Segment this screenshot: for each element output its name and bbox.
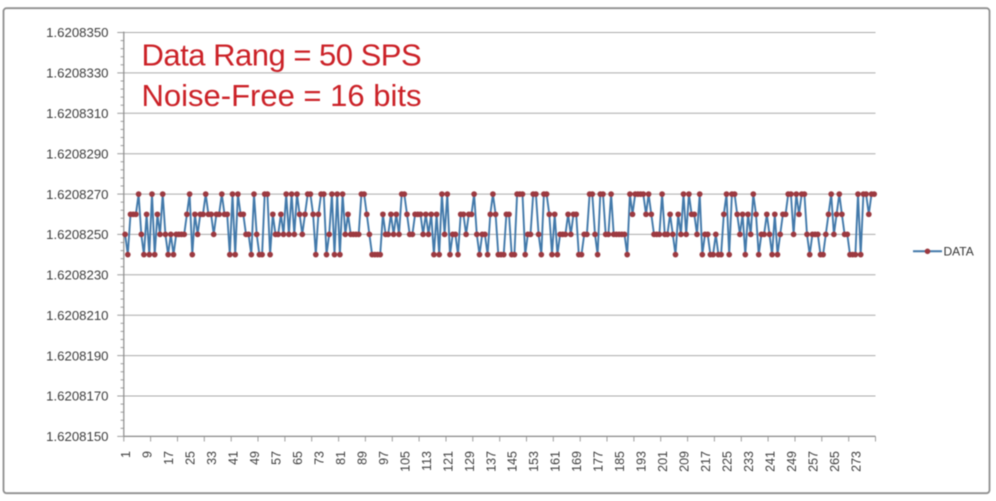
- svg-text:17: 17: [162, 451, 176, 465]
- svg-text:DATA: DATA: [944, 245, 974, 259]
- svg-text:1: 1: [119, 451, 133, 458]
- svg-text:1.6208230: 1.6208230: [46, 268, 108, 283]
- svg-text:265: 265: [828, 451, 842, 472]
- svg-text:1.6208290: 1.6208290: [46, 146, 108, 161]
- svg-text:89: 89: [355, 451, 369, 465]
- svg-text:41: 41: [227, 451, 241, 465]
- svg-text:233: 233: [742, 451, 756, 472]
- svg-text:97: 97: [377, 451, 391, 465]
- svg-text:185: 185: [613, 451, 627, 472]
- svg-text:1.6208170: 1.6208170: [46, 389, 108, 404]
- svg-text:129: 129: [463, 451, 477, 472]
- svg-text:1.6208150: 1.6208150: [46, 429, 108, 444]
- svg-text:193: 193: [635, 451, 649, 472]
- svg-text:1.6208250: 1.6208250: [46, 227, 108, 242]
- svg-text:217: 217: [699, 451, 713, 472]
- svg-text:1.6208350: 1.6208350: [46, 25, 108, 40]
- svg-text:49: 49: [248, 451, 262, 465]
- svg-text:33: 33: [205, 451, 219, 465]
- svg-text:201: 201: [656, 451, 670, 472]
- svg-text:177: 177: [592, 451, 606, 472]
- svg-text:209: 209: [678, 451, 692, 472]
- svg-text:1.6208330: 1.6208330: [46, 66, 108, 81]
- svg-text:257: 257: [806, 451, 820, 472]
- svg-text:105: 105: [398, 451, 412, 472]
- svg-text:73: 73: [312, 451, 326, 465]
- svg-text:Data Rang = 50 SPS: Data Rang = 50 SPS: [142, 38, 422, 73]
- svg-text:169: 169: [570, 451, 584, 472]
- svg-text:137: 137: [484, 451, 498, 472]
- svg-text:1.6208310: 1.6208310: [46, 106, 108, 121]
- svg-text:273: 273: [849, 451, 863, 472]
- svg-text:241: 241: [764, 451, 778, 472]
- svg-text:161: 161: [549, 451, 563, 472]
- svg-text:1.6208190: 1.6208190: [46, 348, 108, 363]
- svg-text:1.6208270: 1.6208270: [46, 187, 108, 202]
- svg-text:57: 57: [270, 451, 284, 465]
- svg-text:81: 81: [334, 451, 348, 465]
- svg-text:153: 153: [527, 451, 541, 472]
- svg-text:121: 121: [441, 451, 455, 472]
- svg-text:249: 249: [785, 451, 799, 472]
- svg-text:Noise-Free = 16 bits: Noise-Free = 16 bits: [142, 78, 422, 113]
- svg-text:9: 9: [141, 451, 155, 458]
- svg-text:65: 65: [291, 451, 305, 465]
- svg-text:113: 113: [420, 451, 434, 471]
- svg-text:225: 225: [721, 451, 735, 472]
- svg-text:145: 145: [506, 451, 520, 472]
- svg-text:25: 25: [184, 451, 198, 465]
- svg-text:1.6208210: 1.6208210: [46, 308, 108, 323]
